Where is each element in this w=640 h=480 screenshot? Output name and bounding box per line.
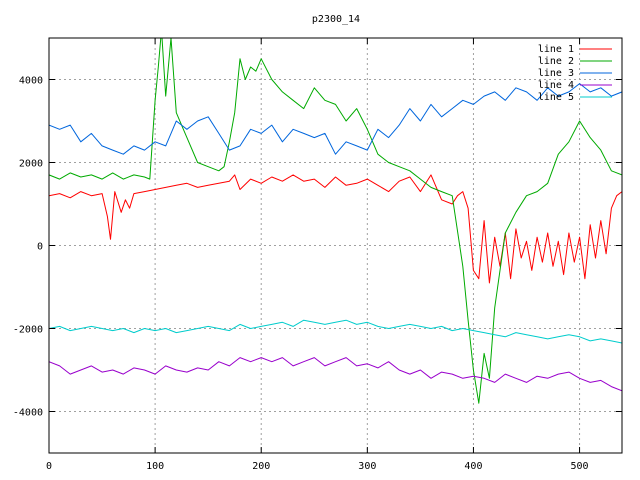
legend-label-2: line 2: [538, 56, 574, 67]
series-line-3: [49, 83, 622, 155]
legend-label-3: line 3: [538, 68, 574, 79]
legend-label-4: line 4: [538, 80, 574, 91]
x-tick-label: 400: [464, 461, 482, 472]
ticks: 0 100 200 300 400 500 -4000 -2000 0 2000 4000: [13, 38, 622, 472]
legend-label-5: line 5: [538, 92, 574, 103]
y-tick-label: -4000: [13, 408, 43, 419]
y-tick-label: 0: [37, 242, 43, 253]
x-tick-label: 0: [46, 461, 52, 472]
y-tick-label: -2000: [13, 325, 43, 336]
x-tick-label: 200: [252, 461, 270, 472]
series-line-1: [49, 174, 622, 284]
y-tick-label: 4000: [19, 76, 43, 87]
series-line-5: [49, 319, 622, 344]
x-tick-label: 500: [571, 461, 589, 472]
chart-title: p2300_14: [312, 14, 360, 25]
series-line-4: [49, 357, 622, 392]
legend-label-1: line 1: [538, 44, 574, 55]
series-group: [49, 38, 622, 404]
x-tick-label: 300: [358, 461, 376, 472]
series-line-2: [49, 38, 622, 404]
y-tick-label: 2000: [19, 159, 43, 170]
x-tick-label: 100: [146, 461, 164, 472]
